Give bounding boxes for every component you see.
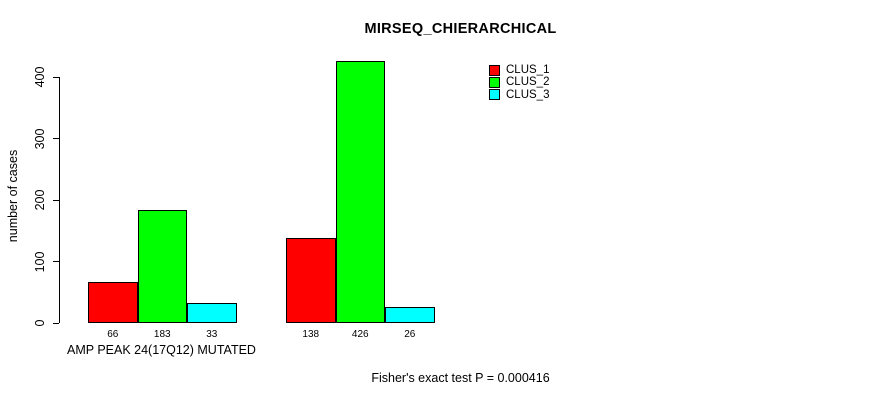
y-tick-label-200: 200 (33, 189, 47, 211)
legend-swatch-clus_1 (489, 64, 500, 76)
legend-swatch-clus_3 (489, 89, 500, 101)
bar-value-clus_2-group1: 183 (153, 329, 171, 340)
y-tick-label-300: 300 (33, 128, 47, 149)
y-tick-400 (53, 76, 59, 78)
y-axis-title: number of cases (6, 149, 20, 243)
y-tick-label-0: 0 (33, 319, 47, 327)
legend-label-clus_1: CLUS_1 (506, 64, 550, 77)
bar-value-clus_1-group1: 66 (107, 329, 119, 340)
legend: CLUS_1 CLUS_2 CLUS_3 (489, 64, 549, 101)
bar-value-clus_1-group2: 138 (302, 329, 320, 340)
y-tick-0 (53, 322, 59, 324)
bar-value-clus_3-group1: 33 (206, 329, 218, 340)
bar-clus_2-group2 (335, 61, 385, 323)
y-axis-line (59, 77, 60, 323)
legend-swatch-clus_2 (489, 76, 500, 88)
legend-item-clus_1: CLUS_1 (489, 64, 549, 76)
y-tick-label-400: 400 (33, 66, 47, 88)
bar-clus_1-group1 (88, 282, 138, 323)
chart-title: MIRSEQ_CHIERARCHICAL (364, 21, 557, 37)
y-tick-300 (53, 138, 59, 139)
legend-label-clus_2: CLUS_2 (506, 76, 550, 89)
bar-clus_3-group1 (187, 302, 237, 323)
bar-clus_1-group2 (286, 238, 336, 323)
bar-clus_3-group2 (385, 307, 435, 323)
fisher-test-note: Fisher's exact test P = 0.000416 (371, 371, 550, 385)
bar-clus_2-group1 (137, 210, 187, 323)
bar-value-clus_3-group2: 26 (404, 329, 416, 340)
x-axis-label: AMP PEAK 24(17Q12) MUTATED (67, 343, 256, 357)
y-tick-200 (53, 199, 59, 201)
y-tick-100 (53, 261, 59, 262)
y-tick-label-100: 100 (33, 251, 47, 272)
legend-label-clus_3: CLUS_3 (506, 88, 550, 101)
legend-item-clus_2: CLUS_2 (489, 76, 549, 88)
bar-value-clus_2-group2: 426 (351, 329, 369, 340)
legend-item-clus_3: CLUS_3 (489, 89, 549, 101)
